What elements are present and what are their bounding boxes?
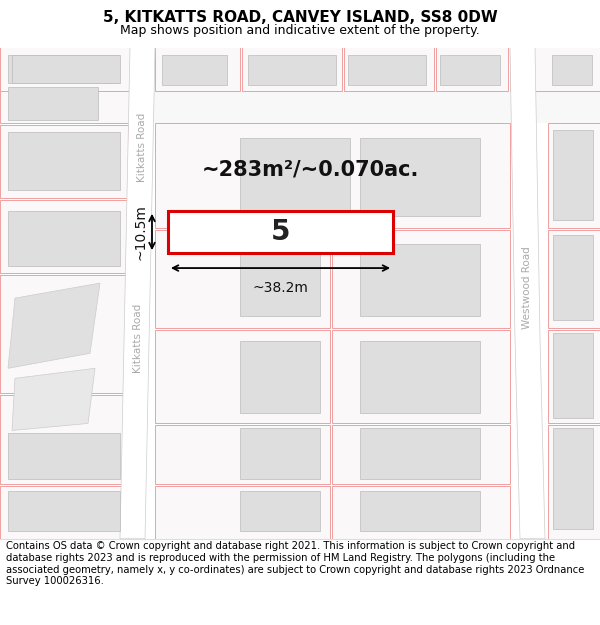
Polygon shape	[120, 48, 155, 539]
Bar	[360, 244, 480, 316]
Bar	[332, 330, 510, 424]
Text: Kitkatts Road: Kitkatts Road	[133, 304, 143, 373]
Bar	[8, 491, 120, 531]
Bar	[240, 429, 320, 479]
Bar	[510, 48, 600, 91]
Bar	[8, 87, 98, 119]
Bar	[548, 330, 600, 424]
Bar	[360, 491, 480, 531]
Bar	[548, 230, 600, 328]
Bar	[0, 396, 128, 484]
Bar	[553, 130, 593, 220]
Bar	[348, 54, 426, 84]
Bar	[240, 341, 320, 413]
Polygon shape	[12, 368, 95, 431]
Bar	[248, 54, 336, 84]
Bar	[548, 122, 600, 228]
Text: Map shows position and indicative extent of the property.: Map shows position and indicative extent…	[120, 24, 480, 37]
Bar	[168, 211, 393, 253]
Bar	[360, 138, 480, 216]
Bar	[8, 434, 120, 479]
Bar	[0, 200, 128, 273]
Bar	[0, 91, 130, 123]
Bar	[8, 132, 120, 190]
Bar	[162, 54, 227, 84]
Bar	[8, 54, 118, 82]
Bar	[360, 341, 480, 413]
Bar	[553, 235, 593, 320]
Bar	[0, 275, 128, 393]
Text: ~10.5m: ~10.5m	[134, 204, 148, 260]
Bar	[0, 125, 128, 198]
Text: 5, KITKATTS ROAD, CANVEY ISLAND, SS8 0DW: 5, KITKATTS ROAD, CANVEY ISLAND, SS8 0DW	[103, 9, 497, 24]
Bar	[155, 48, 240, 91]
Bar	[240, 138, 350, 216]
Bar	[155, 426, 330, 484]
Bar	[12, 54, 120, 82]
Text: Contains OS data © Crown copyright and database right 2021. This information is : Contains OS data © Crown copyright and d…	[6, 541, 584, 586]
Text: ~283m²/~0.070ac.: ~283m²/~0.070ac.	[202, 160, 419, 180]
Text: Kitkatts Road: Kitkatts Road	[137, 113, 147, 182]
Bar	[0, 486, 128, 539]
Bar	[548, 426, 600, 539]
Bar	[440, 54, 500, 84]
Bar	[155, 330, 330, 424]
Text: Westwood Road: Westwood Road	[522, 247, 532, 329]
Bar	[552, 54, 592, 84]
Bar	[0, 48, 130, 91]
Bar	[332, 486, 510, 539]
Bar	[8, 211, 120, 266]
Bar	[155, 230, 330, 328]
Bar	[332, 426, 510, 484]
Polygon shape	[510, 48, 545, 539]
Bar	[360, 429, 480, 479]
Bar	[553, 429, 593, 529]
Bar	[332, 230, 510, 328]
Bar	[240, 491, 320, 531]
Bar	[344, 48, 434, 91]
Bar	[553, 333, 593, 419]
Bar	[155, 486, 330, 539]
Bar	[242, 48, 342, 91]
Bar	[436, 48, 508, 91]
Bar	[240, 244, 320, 316]
Text: ~38.2m: ~38.2m	[253, 281, 308, 295]
Bar	[155, 122, 510, 228]
Polygon shape	[8, 283, 100, 368]
Bar	[0, 91, 600, 123]
Text: 5: 5	[271, 218, 290, 246]
